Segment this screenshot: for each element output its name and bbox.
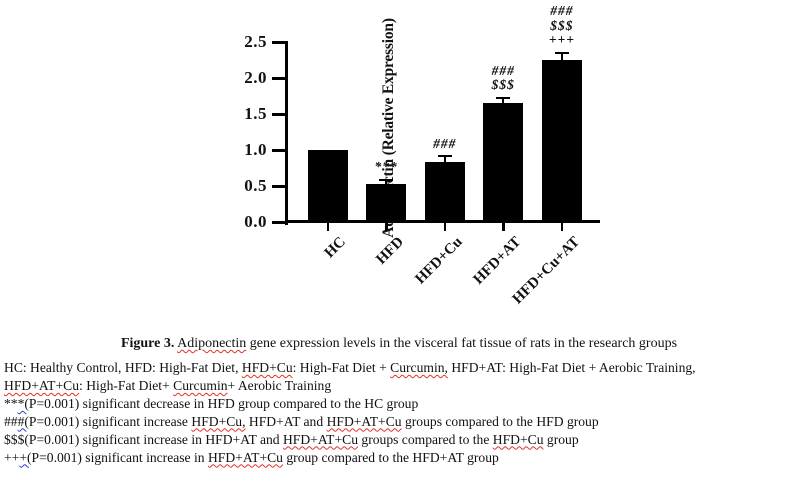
y-tick-label: 1.0 xyxy=(244,140,267,159)
figure-caption: Figure 3. Adiponectin gene expression le… xyxy=(0,335,798,353)
y-tick-label: 0.5 xyxy=(244,176,267,195)
text-segment: + Aerobic Training xyxy=(227,377,332,393)
text-segment: group xyxy=(543,431,579,447)
y-tick-mark xyxy=(272,149,285,152)
significance-marker: ### xyxy=(491,62,515,78)
text-segment: groups compared to the HFD group xyxy=(401,413,599,429)
text-segment: HFD+AT and xyxy=(245,413,327,429)
y-tick-label: 2.5 xyxy=(244,32,267,51)
text-segment: ++ xyxy=(4,449,20,465)
bar xyxy=(366,183,407,222)
x-tick-label: HFD xyxy=(373,234,408,268)
bar-annotation: *** xyxy=(331,160,441,175)
significance-marker: $$$ xyxy=(491,77,515,93)
y-tick-label: 1.5 xyxy=(244,104,267,123)
x-tick-mark xyxy=(326,223,329,231)
error-bar-cap xyxy=(437,155,452,158)
error-bar-cap xyxy=(496,96,511,99)
error-bar xyxy=(560,51,563,60)
text-segment: $$$(P=0.001) significant increase in HFD… xyxy=(4,431,283,447)
text-segment: : High-Fat Diet + xyxy=(292,360,391,375)
bar xyxy=(307,150,348,222)
text-segment: ** xyxy=(4,395,18,411)
footnote-line: HFD+AT+Cu: High-Fat Diet+ Curcumin+ Aero… xyxy=(4,377,796,395)
x-tick-mark xyxy=(502,223,505,231)
footnote-line: +++(P=0.001) significant increase in HFD… xyxy=(4,449,796,467)
text-segment: HFD+Cu, xyxy=(191,413,246,429)
bar-annotation: ### $$$ +++ xyxy=(507,4,617,48)
x-tick-label: HC xyxy=(321,234,349,262)
y-tick-mark xyxy=(272,77,285,80)
error-bar-cap xyxy=(379,178,394,181)
error-bar xyxy=(385,178,388,184)
significance-marker: +++ xyxy=(548,32,575,48)
y-tick-mark xyxy=(272,185,285,188)
footnote-line: ###(P=0.001) significant increase HFD+Cu… xyxy=(4,413,796,431)
text-segment: Curcumin xyxy=(173,377,228,393)
error-bar xyxy=(502,96,505,104)
text-segment: HC: Healthy Control, HFD: High-Fat Diet, xyxy=(4,360,242,375)
y-axis-line xyxy=(285,41,288,225)
significance-marker: ### xyxy=(433,135,457,151)
x-tick-label: HFD+AT xyxy=(470,234,525,288)
text-segment: Adiponectin xyxy=(177,336,247,351)
text-segment: group compared to the HFD+AT group xyxy=(282,449,499,465)
y-tick-mark xyxy=(272,221,285,224)
error-bar-cap xyxy=(554,51,569,54)
y-tick-label: 2.0 xyxy=(244,68,267,87)
text-segment: +( xyxy=(19,449,32,465)
text-segment: P=0.001) significant decrease in HFD gro… xyxy=(28,395,419,411)
text-segment: gene expression levels in the visceral f… xyxy=(246,336,678,351)
text-segment: HFD+AT+Cu xyxy=(282,431,358,447)
text-segment: HFD+Cu xyxy=(492,431,544,447)
text-segment: Curcumin, xyxy=(390,360,448,375)
y-tick-mark xyxy=(272,41,285,44)
bar xyxy=(424,161,465,222)
figure-footnotes: HC: Healthy Control, HFD: High-Fat Diet,… xyxy=(4,359,796,466)
text-segment: HFD+Cu xyxy=(241,360,293,375)
bar xyxy=(483,103,524,222)
x-tick-label: HFD+Cu xyxy=(412,234,467,288)
text-segment: HFD+AT+Cu xyxy=(326,413,402,429)
text-segment: groups compared to the xyxy=(358,431,493,447)
y-tick-label: 0.0 xyxy=(244,212,267,231)
text-segment: : High-Fat Diet+ xyxy=(79,377,174,393)
text-segment: P=0.001) significant increase in xyxy=(31,449,208,465)
footnote-line: $$$(P=0.001) significant increase in HFD… xyxy=(4,431,796,449)
text-segment: Figure 3. xyxy=(120,336,175,351)
x-tick-mark xyxy=(385,223,388,231)
bar-annotation: ### xyxy=(390,135,500,152)
significance-marker: $$$ xyxy=(550,17,574,33)
text-segment: *( xyxy=(17,395,29,411)
x-tick-mark xyxy=(443,223,447,231)
text-segment: HFD+AT+Cu xyxy=(4,377,80,393)
x-tick-mark xyxy=(560,223,564,231)
text-segment: HFD+AT: High-Fat Diet + Aerobic Training… xyxy=(447,360,696,375)
y-tick-mark xyxy=(272,113,285,116)
significance-marker: *** xyxy=(374,159,398,175)
bar xyxy=(541,60,582,222)
footnote-line: ***(P=0.001) significant decrease in HFD… xyxy=(4,395,796,413)
text-segment: #( xyxy=(17,413,29,429)
significance-marker: ### xyxy=(550,3,574,19)
error-bar xyxy=(443,155,446,162)
text-segment: P=0.001) significant increase xyxy=(28,413,192,429)
footnote-line: HC: Healthy Control, HFD: High-Fat Diet,… xyxy=(4,359,796,377)
bar-annotation: ### $$$ xyxy=(448,62,558,93)
text-segment: ## xyxy=(4,413,18,429)
text-segment: HFD+AT+Cu xyxy=(207,449,283,465)
bar-chart: Adiponectin (Relative Expression) 0.0 0.5… xyxy=(185,0,645,312)
